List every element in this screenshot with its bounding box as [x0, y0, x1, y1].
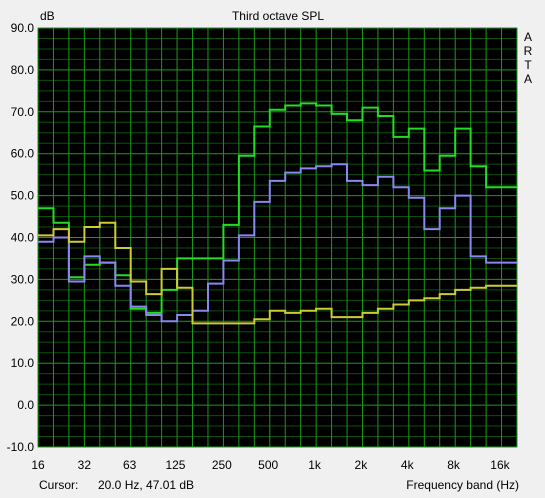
- brand-letter: A: [524, 30, 532, 44]
- x-tick-label: 1k: [308, 458, 322, 472]
- cursor-label: Cursor:: [39, 478, 79, 492]
- series-group: [38, 102, 517, 325]
- x-tick-label: 2k: [355, 458, 369, 472]
- x-tick-label: 16k: [490, 458, 510, 472]
- series-line-3: [38, 221, 517, 325]
- x-axis-label: Frequency band (Hz): [406, 478, 519, 492]
- brand-letter: R: [524, 44, 533, 58]
- x-tick-label: 8k: [447, 458, 461, 472]
- status-bar: Cursor: 20.0 Hz, 47.01 dB Frequency band…: [0, 474, 545, 496]
- y-tick-label: 40.0: [11, 231, 35, 245]
- y-tick-label: 0.0: [17, 398, 34, 412]
- y-tick-label: 50.0: [11, 189, 35, 203]
- y-tick-label: -10.0: [7, 440, 35, 454]
- y-tick-label: 90.0: [11, 21, 35, 35]
- chart-title: Third octave SPL: [232, 9, 324, 23]
- x-tick-label: 16: [31, 458, 45, 472]
- cursor-readout: 20.0 Hz, 47.01 dB: [98, 478, 195, 492]
- x-tick-label: 500: [258, 458, 278, 472]
- x-tick-label: 250: [212, 458, 232, 472]
- y-tick-label: 20.0: [11, 314, 35, 328]
- series-line-2: [38, 163, 517, 323]
- brand-letter: T: [524, 58, 532, 72]
- y-tick-label: 80.0: [11, 63, 35, 77]
- grid: [37, 27, 518, 448]
- x-tick-label: 32: [78, 458, 92, 472]
- x-tick-label: 63: [123, 458, 137, 472]
- y-axis-label: dB: [40, 9, 55, 23]
- y-tick-label: 70.0: [11, 105, 35, 119]
- y-tick-label: 30.0: [11, 272, 35, 286]
- x-tick-label: 125: [165, 458, 185, 472]
- x-tick-labels: 16 32 63 125 250 500 1k 2k 4k 8k 16k: [31, 458, 510, 472]
- y-tick-label: 60.0: [11, 147, 35, 161]
- y-tick-label: 10.0: [11, 356, 35, 370]
- brand-letter: A: [524, 72, 532, 86]
- y-tick-labels: 90.0 80.0 70.0 60.0 50.0 40.0 30.0 20.0 10.0 0.0 -…: [7, 21, 35, 454]
- x-tick-label: 4k: [401, 458, 415, 472]
- spl-chart: 90.0 80.0 70.0 60.0 50.0 40.0 30.0 20.0 10.0 0.0 -…: [7, 9, 533, 472]
